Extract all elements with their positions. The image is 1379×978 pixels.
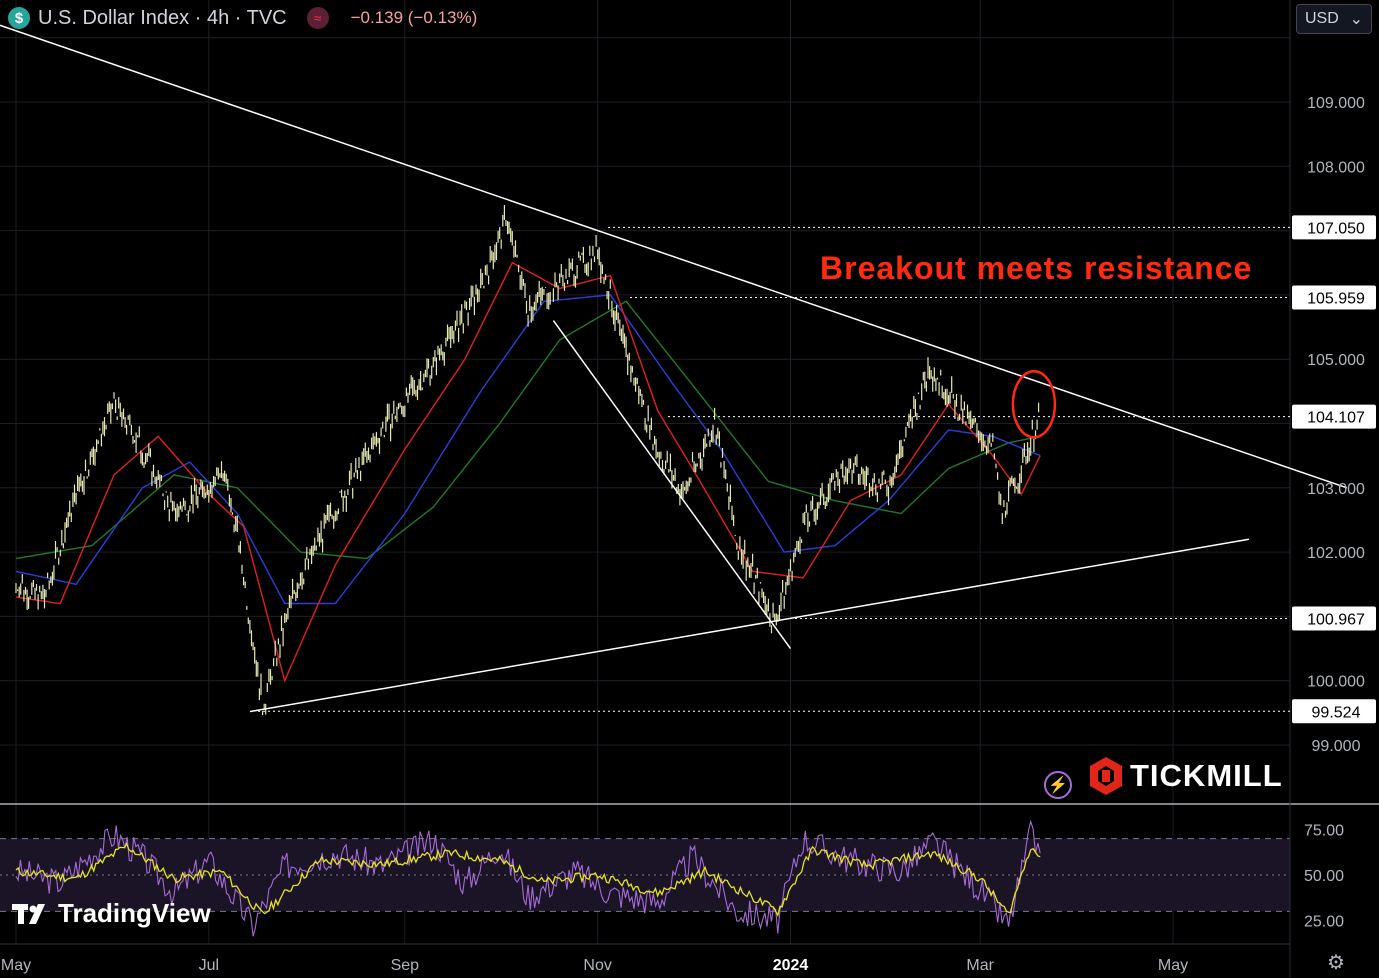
chart-title[interactable]: U.S. Dollar Index · 4h · TVC bbox=[38, 6, 287, 29]
price-label: 104.107 bbox=[1307, 410, 1365, 427]
price-label-box bbox=[1292, 215, 1376, 240]
trendline-2 bbox=[249, 538, 1249, 713]
y-tick-label: 105.000 bbox=[1307, 352, 1365, 369]
price-label: 105.959 bbox=[1307, 291, 1365, 308]
brand-logo: TICKMILL bbox=[1088, 756, 1283, 796]
x-tick-label: May bbox=[1158, 957, 1188, 974]
rsi-tick-label: 75.00 bbox=[1304, 823, 1344, 840]
x-tick-label: 2024 bbox=[773, 957, 809, 974]
y-tick-label: 108.000 bbox=[1307, 159, 1365, 176]
tradingview-watermark: TradingView bbox=[12, 898, 211, 929]
tradingview-logo-icon bbox=[12, 903, 45, 924]
rsi-tick-label: 50.00 bbox=[1304, 868, 1344, 885]
series-price bbox=[15, 205, 1040, 716]
x-tick-label: May bbox=[1, 957, 31, 974]
tickmill-logo-icon bbox=[1090, 757, 1122, 795]
series-rsi bbox=[15, 819, 1041, 937]
chevron-down-icon: ⌄ bbox=[1349, 11, 1363, 28]
annotation-text: Breakout meets resistance bbox=[820, 250, 1253, 286]
x-tick-label: Jul bbox=[199, 957, 219, 974]
x-tick-label: Mar bbox=[966, 957, 994, 974]
y-tick-label: 100.000 bbox=[1307, 674, 1365, 691]
x-tick-label: Nov bbox=[583, 957, 611, 974]
price-label-box bbox=[1292, 699, 1376, 724]
price-label: 100.967 bbox=[1307, 612, 1365, 629]
price-label: 107.050 bbox=[1307, 220, 1365, 237]
rsi-tick-label: 25.00 bbox=[1304, 913, 1344, 930]
price-label: 99.524 bbox=[1312, 704, 1361, 721]
indicator-icon[interactable]: ≈ bbox=[306, 7, 329, 29]
chart-header: $ U.S. Dollar Index · 4h · TVC ≈ −0.139 … bbox=[8, 4, 477, 32]
x-tick-label: Sep bbox=[391, 957, 420, 974]
lightning-icon[interactable]: ⚡ bbox=[1044, 771, 1072, 799]
y-tick-label: 109.000 bbox=[1307, 95, 1365, 112]
currency-select[interactable]: USD ⌄ bbox=[1296, 4, 1372, 34]
price-label-box bbox=[1292, 285, 1376, 310]
series-ma-slow bbox=[15, 300, 1041, 560]
trendline-1 bbox=[0, 24, 1348, 489]
trendline-3 bbox=[552, 320, 792, 649]
y-tick-label: 102.000 bbox=[1307, 545, 1365, 562]
price-label-box bbox=[1292, 404, 1376, 429]
series-ma-fast bbox=[15, 261, 1041, 683]
currency-icon: $ bbox=[8, 7, 30, 29]
settings-icon[interactable]: ⚙ bbox=[1327, 951, 1345, 974]
brand-name: TICKMILL bbox=[1130, 758, 1283, 793]
currency-select-value: USD bbox=[1305, 10, 1339, 27]
highlight-circle bbox=[1011, 369, 1057, 439]
watermark-text: TradingView bbox=[58, 898, 211, 928]
y-tick-label: 99.000 bbox=[1312, 738, 1361, 755]
series-rsi-signal bbox=[15, 842, 1041, 917]
y-tick-label: 103.000 bbox=[1307, 481, 1365, 498]
price-label-box bbox=[1292, 606, 1376, 631]
price-change: −0.139 (−0.13%) bbox=[350, 8, 478, 27]
